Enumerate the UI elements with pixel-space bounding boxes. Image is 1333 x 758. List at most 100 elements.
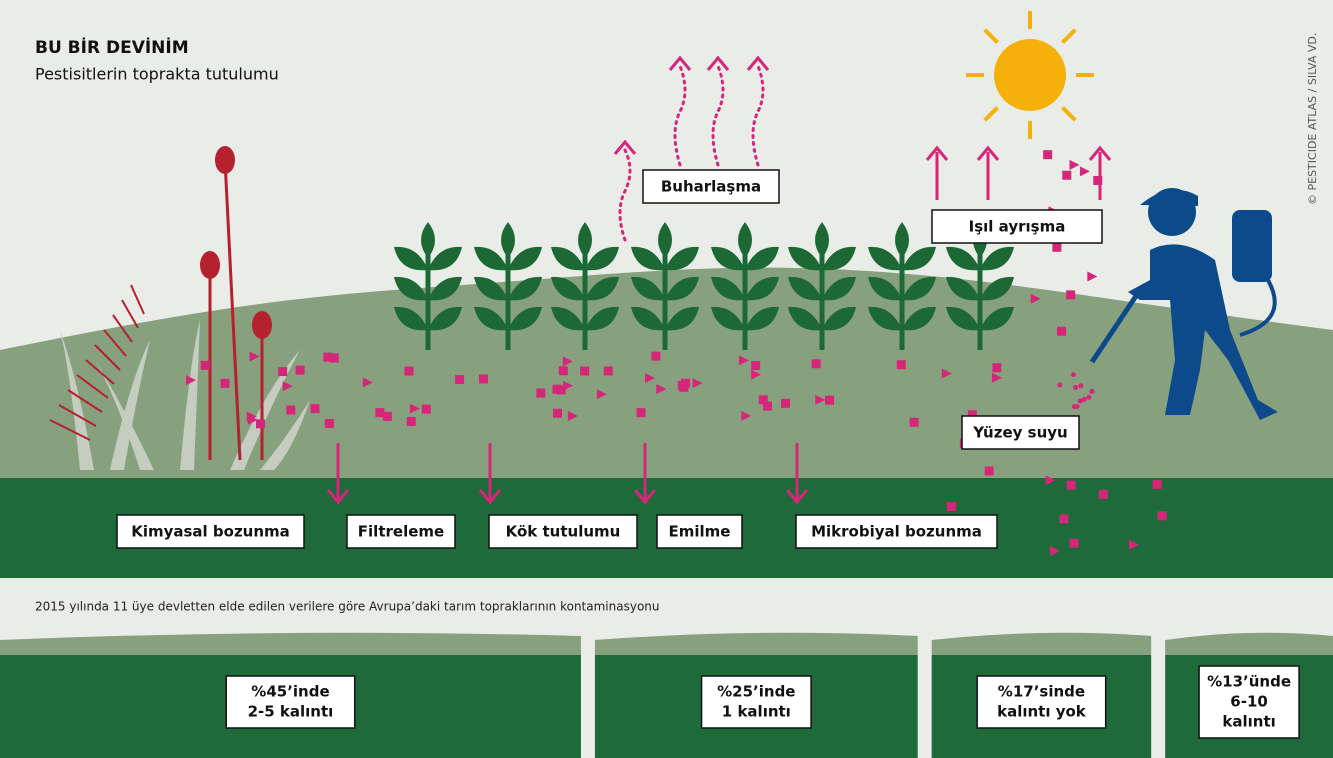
segment-hill (1165, 632, 1333, 655)
spray (1057, 382, 1063, 388)
label-box (931, 209, 1103, 244)
leaf (788, 306, 822, 331)
particle (536, 388, 546, 398)
arrow-head (706, 55, 730, 71)
particle (404, 366, 414, 376)
leaf (551, 276, 585, 301)
particle (781, 398, 791, 408)
leaf (421, 222, 435, 258)
particle (329, 353, 339, 363)
segment-label: %13’ünde (1207, 673, 1291, 691)
particle (1066, 290, 1076, 300)
particle (1093, 175, 1103, 185)
particle (1030, 293, 1041, 304)
leaf (980, 276, 1014, 301)
ray (983, 106, 999, 122)
leaf (711, 246, 745, 271)
ray (983, 28, 999, 44)
leaf (474, 306, 508, 331)
particle (992, 363, 1002, 373)
grass (230, 350, 300, 470)
leaf (711, 306, 745, 331)
leaf (788, 276, 822, 301)
segment-hill (594, 632, 918, 655)
particle (941, 368, 952, 379)
arrow-head (1088, 145, 1112, 161)
leaf (551, 246, 585, 271)
leaf (474, 276, 508, 301)
leaf (428, 276, 462, 301)
particle (558, 366, 568, 376)
label-box (488, 514, 638, 549)
twig (58, 404, 97, 427)
leaf (508, 276, 542, 301)
vapor (711, 64, 725, 167)
arrow-head (925, 145, 949, 161)
leaf (585, 306, 619, 331)
particle (896, 360, 906, 370)
leaf (822, 306, 856, 331)
bud (200, 251, 220, 279)
particle (1052, 242, 1062, 252)
vapor (673, 64, 687, 167)
arrow-head (326, 489, 350, 505)
particle (758, 395, 768, 405)
leaf (745, 276, 779, 301)
process-label: Işıl ayrışma (969, 218, 1066, 236)
arrow-head (633, 489, 657, 505)
spray (1086, 394, 1092, 400)
arrow-head (613, 139, 637, 155)
label-box (346, 514, 456, 549)
leaf (980, 306, 1014, 331)
particle (596, 389, 607, 400)
particle (1157, 511, 1167, 521)
process-label: Emilme (669, 523, 731, 541)
leaf (711, 276, 745, 301)
arrow-head (785, 489, 809, 505)
title: BU BİR DEVİNİM (35, 36, 189, 58)
leaf (578, 222, 592, 258)
particle (286, 405, 296, 415)
segment-label: %17’sinde (998, 683, 1085, 701)
segment-hill (931, 632, 1152, 655)
particle (967, 410, 977, 420)
twig (94, 344, 121, 371)
particle (656, 384, 667, 395)
ray (1061, 28, 1077, 44)
leaf (902, 246, 936, 271)
particle (1066, 480, 1076, 490)
grass (180, 320, 200, 470)
label-box (976, 675, 1107, 729)
particle (382, 411, 392, 421)
particle (455, 375, 465, 385)
particle (815, 394, 826, 405)
process-labels: Buharlaşma Işıl ayrışma Yüzey suyu Kimyasal… (116, 169, 1103, 549)
vapor (618, 148, 632, 242)
segment-label: %25’inde (717, 683, 795, 701)
particle (1079, 166, 1090, 177)
particle (1069, 159, 1080, 170)
particle (741, 410, 752, 421)
leaf (394, 276, 428, 301)
segment-label: kalıntı yok (997, 703, 1087, 721)
farmer (1089, 188, 1278, 420)
leaf (551, 306, 585, 331)
particle (1062, 170, 1072, 180)
particle (563, 380, 574, 391)
particle (562, 356, 573, 367)
particle (763, 401, 773, 411)
particle (991, 372, 1002, 383)
leaf (895, 222, 909, 258)
particle (247, 414, 258, 425)
bud (252, 311, 272, 339)
leaf (508, 246, 542, 271)
particle (409, 403, 420, 414)
particle (679, 382, 689, 392)
leaf (665, 306, 699, 331)
particle (295, 365, 305, 375)
label-box (116, 514, 305, 549)
spray (1070, 372, 1076, 378)
leaf (394, 306, 428, 331)
leaf (946, 276, 980, 301)
